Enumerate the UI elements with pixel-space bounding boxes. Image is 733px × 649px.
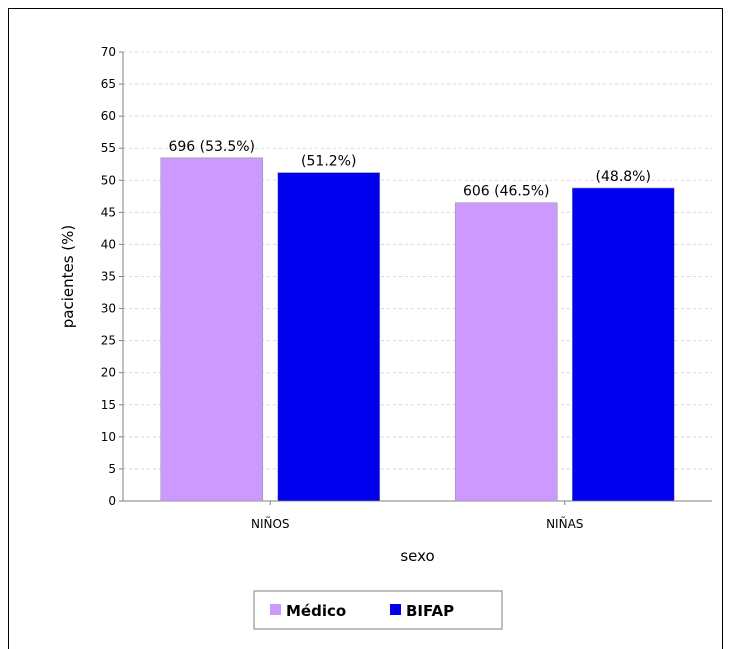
y-tick-label: 45 xyxy=(101,205,116,219)
bar-value-label: (51.2%) xyxy=(301,154,356,170)
y-tick-label: 40 xyxy=(101,237,116,251)
legend-swatch xyxy=(270,604,281,615)
y-tick-label: 35 xyxy=(101,270,116,284)
bar-1-1 xyxy=(571,187,675,502)
y-tick-label: 70 xyxy=(101,45,116,59)
y-tick-label: 30 xyxy=(101,302,116,316)
bar-1-0 xyxy=(277,172,381,502)
y-tick-label: 15 xyxy=(101,398,116,412)
bar-value-label: 606 (46.5%) xyxy=(463,184,550,200)
y-tick-label: 5 xyxy=(108,462,116,476)
bars xyxy=(160,157,675,502)
legend-label: Médico xyxy=(286,602,346,620)
legend-swatch xyxy=(390,604,401,615)
bar-labels: 696 (53.5%) (51.2%) 606 (46.5%) (48.8%) xyxy=(168,139,650,200)
axes: 0 5 10 15 20 25 30 35 40 45 50 55 60 65 70 NIÑOS NIÑAS xyxy=(101,45,712,531)
legend-label: BIFAP xyxy=(406,602,454,620)
y-tick-label: 60 xyxy=(101,109,116,123)
y-tick-label: 25 xyxy=(101,334,116,348)
y-tick-label: 10 xyxy=(101,430,116,444)
y-tick-label: 20 xyxy=(101,366,116,380)
bar-value-label: 696 (53.5%) xyxy=(168,139,255,155)
bar-value-label: (48.8%) xyxy=(596,169,651,185)
x-tick-label: NIÑOS xyxy=(251,516,290,531)
x-axis-title: sexo xyxy=(400,547,434,565)
x-tick-label: NIÑAS xyxy=(546,516,583,531)
y-tick-label: 0 xyxy=(108,494,116,508)
bar-0-0 xyxy=(160,157,264,502)
bar-0-1 xyxy=(454,202,558,502)
y-tick-label: 55 xyxy=(101,141,116,155)
chart-frame: 0 5 10 15 20 25 30 35 40 45 50 55 60 65 70 NIÑOS NIÑAS 6… xyxy=(8,8,723,649)
bar-chart: 0 5 10 15 20 25 30 35 40 45 50 55 60 65 70 NIÑOS NIÑAS 6… xyxy=(59,45,712,630)
y-tick-label: 50 xyxy=(101,173,116,187)
y-tick-label: 65 xyxy=(101,77,116,91)
legend-box xyxy=(253,590,503,630)
y-axis-title: pacientes (%) xyxy=(59,225,77,329)
legend: Médico BIFAP xyxy=(253,590,503,630)
